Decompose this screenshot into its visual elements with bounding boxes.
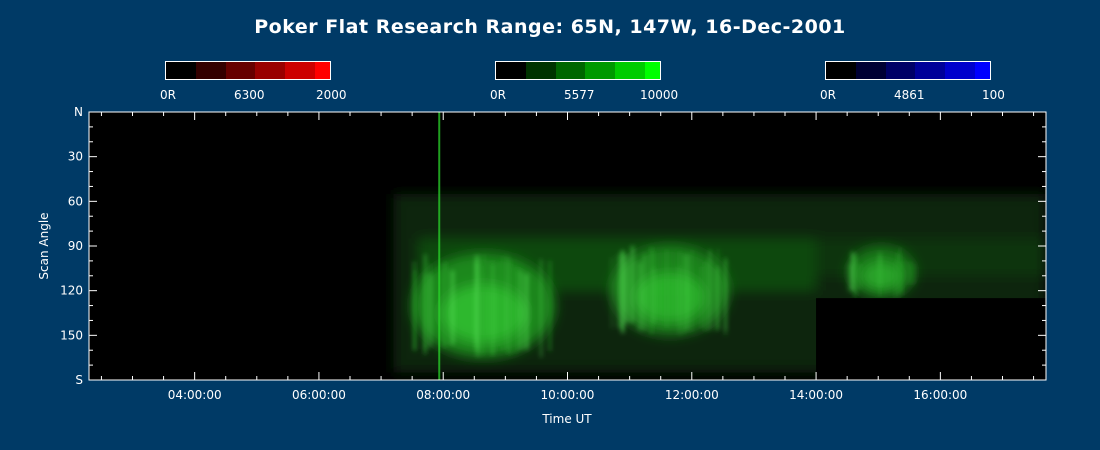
emission-streak bbox=[893, 261, 896, 298]
y-tick-label: 90 bbox=[68, 239, 83, 253]
emission-streak bbox=[617, 254, 621, 329]
emission-streak bbox=[508, 259, 512, 356]
colorbar-5577 bbox=[495, 61, 661, 80]
colorbar-5577-min-label: 0R bbox=[490, 88, 506, 102]
emission-streak bbox=[501, 255, 504, 352]
emission-streak bbox=[630, 246, 635, 323]
emission-streak bbox=[851, 251, 854, 291]
colorbar-4861 bbox=[825, 61, 991, 80]
emission-streak bbox=[853, 255, 856, 293]
emission-streak bbox=[690, 249, 694, 333]
emission-streak bbox=[514, 267, 517, 354]
emission-streak bbox=[475, 255, 478, 344]
emission-streak bbox=[540, 259, 543, 358]
y-axis-label: Scan Angle bbox=[37, 212, 51, 279]
emission-streak bbox=[858, 263, 862, 290]
emission-streak bbox=[625, 254, 629, 324]
colorbar-6300 bbox=[165, 61, 331, 80]
emission-streak bbox=[709, 249, 712, 331]
emission-streak bbox=[704, 261, 707, 332]
y-tick-label: S bbox=[75, 373, 83, 387]
y-tick-label: 150 bbox=[60, 328, 83, 342]
x-tick-label: 04:00:00 bbox=[168, 388, 222, 402]
emission-streak bbox=[913, 263, 916, 285]
emission-streak bbox=[548, 260, 552, 352]
colorbar-6300-min-label: 0R bbox=[160, 88, 176, 102]
emission-streak bbox=[700, 266, 704, 329]
emission-streak bbox=[638, 262, 642, 331]
colorbar-5577-max-label: 10000 bbox=[640, 88, 679, 102]
emission-streak bbox=[665, 249, 668, 329]
emission-streak bbox=[519, 270, 522, 351]
y-tick-label: 60 bbox=[68, 194, 83, 208]
x-tick-label: 10:00:00 bbox=[541, 388, 595, 402]
emission-streak bbox=[651, 267, 655, 324]
green-emission-event bbox=[611, 245, 730, 336]
emission-streak bbox=[442, 262, 446, 348]
onset-streak bbox=[438, 112, 441, 380]
chart-title: Poker Flat Research Range: 65N, 147W, 16… bbox=[254, 16, 846, 38]
emission-streak bbox=[724, 259, 727, 331]
x-tick-label: 14:00:00 bbox=[789, 388, 843, 402]
emission-streaks bbox=[413, 246, 916, 358]
emission-streak bbox=[848, 263, 852, 292]
colorbar-4861-wavelength-label: 4861 bbox=[894, 88, 925, 102]
emission-streak bbox=[898, 247, 901, 293]
emission-streak bbox=[900, 261, 904, 296]
emission-streak bbox=[445, 260, 447, 346]
emission-streak bbox=[490, 260, 494, 356]
emission-streak bbox=[429, 273, 432, 348]
emission-streak bbox=[643, 253, 646, 331]
emission-streak bbox=[611, 256, 613, 329]
x-tick-label: 06:00:00 bbox=[292, 388, 346, 402]
emission-streak bbox=[878, 265, 882, 297]
colorbar-5577-wavelength-label: 5577 bbox=[564, 88, 595, 102]
emission-streak bbox=[621, 252, 625, 329]
x-tick-label: 08:00:00 bbox=[416, 388, 470, 402]
colorbar-4861-min-label: 0R bbox=[820, 88, 836, 102]
emission-streak bbox=[450, 270, 455, 345]
emission-streak bbox=[909, 261, 912, 286]
x-tick-label: 12:00:00 bbox=[665, 388, 719, 402]
emission-streak bbox=[482, 254, 486, 354]
emission-streak bbox=[524, 273, 529, 350]
emission-streak bbox=[685, 254, 689, 331]
y-tick-label: 30 bbox=[68, 150, 83, 164]
emission-streak bbox=[854, 253, 858, 297]
colorbar-6300-wavelength-label: 6300 bbox=[234, 88, 265, 102]
y-tick-label: 120 bbox=[60, 284, 83, 298]
emission-streak bbox=[896, 253, 900, 298]
emission-streak bbox=[678, 266, 681, 336]
colorbar-6300-max-label: 2000 bbox=[316, 88, 347, 102]
colorbar-4861-max-label: 100 bbox=[982, 88, 1005, 102]
emission-streak bbox=[650, 246, 654, 335]
emission-streak bbox=[715, 253, 718, 332]
x-tick-label: 16:00:00 bbox=[913, 388, 967, 402]
no-data-region bbox=[816, 298, 1046, 380]
emission-streak bbox=[498, 262, 502, 347]
emission-streak bbox=[423, 254, 427, 355]
emission-streak bbox=[506, 272, 510, 355]
emission-streak bbox=[683, 254, 685, 335]
x-axis-label: Time UT bbox=[541, 412, 592, 426]
emission-streak bbox=[477, 275, 480, 345]
y-tick-label: N bbox=[74, 105, 83, 119]
emission-streak bbox=[413, 270, 417, 351]
